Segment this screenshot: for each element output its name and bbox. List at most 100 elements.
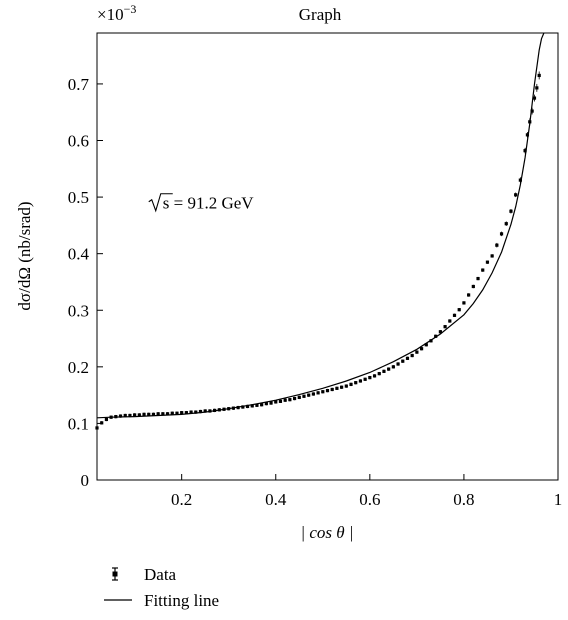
data-point (208, 409, 212, 413)
x-axis-label: | cos θ | (300, 523, 353, 542)
data-point (471, 284, 475, 289)
y-tick-label: 0 (81, 471, 90, 490)
data-point (391, 365, 395, 369)
data-point (372, 374, 377, 378)
data-point (307, 393, 311, 397)
data-point (175, 411, 179, 415)
data-point (133, 413, 137, 417)
data-point (245, 404, 250, 409)
data-point (434, 334, 438, 338)
data-point (530, 107, 534, 115)
data-point (405, 356, 410, 361)
data-point (194, 410, 198, 414)
data-point (340, 385, 344, 389)
y-tick-label: 0.7 (68, 75, 90, 94)
data-point (189, 410, 193, 414)
legend-data-marker (112, 567, 118, 581)
data-point (250, 404, 254, 408)
data-point (203, 409, 207, 413)
data-point (100, 421, 104, 425)
data-point (443, 324, 447, 329)
data-point (457, 307, 461, 312)
legend-fit-label: Fitting line (144, 591, 219, 610)
data-point (161, 412, 165, 416)
data-point (401, 359, 405, 363)
data-point (123, 413, 127, 418)
fit-line (96, 32, 545, 419)
data-point (241, 405, 245, 409)
data-point (231, 406, 236, 410)
sqrt-argument: s (163, 194, 170, 213)
x-tick-label: 0.4 (265, 490, 287, 509)
data-point (495, 242, 499, 248)
data-point (325, 388, 330, 393)
data-point (147, 412, 151, 417)
data-point (302, 394, 306, 398)
data-point (316, 391, 320, 395)
series-fitting-line (96, 32, 545, 419)
y-tick-label: 0.5 (68, 188, 89, 207)
y-multiplier: ×10−3 (97, 2, 136, 24)
y-multiplier-exponent: −3 (124, 2, 137, 16)
data-point (104, 417, 109, 422)
data-point (525, 132, 530, 138)
data-point (537, 71, 541, 80)
data-point (274, 400, 278, 404)
data-point (227, 407, 231, 411)
data-point (264, 401, 268, 406)
data-point (518, 177, 522, 183)
data-point (109, 415, 113, 419)
data-point (180, 410, 184, 415)
data-point (532, 94, 537, 102)
data-point (528, 118, 532, 126)
y-ticks: 0 0.1 0.2 0.3 0.4 0.5 0.6 0.7 (68, 75, 103, 490)
data-point (514, 192, 518, 198)
data-point (363, 377, 367, 381)
data-point (535, 83, 539, 92)
energy-annotation: s = 91.2 GeV (148, 193, 254, 213)
data-point (217, 408, 221, 412)
data-point (95, 425, 99, 431)
data-point (485, 260, 490, 264)
data-point (462, 301, 466, 305)
x-tick-label: 0.8 (453, 490, 474, 509)
data-point (170, 411, 174, 415)
data-point (499, 231, 504, 237)
x-tick-label: 0.2 (171, 490, 192, 509)
data-point (424, 343, 428, 347)
x-tick-label: 1 (554, 490, 563, 509)
y-tick-label: 0.3 (68, 301, 89, 320)
data-point (504, 221, 508, 226)
data-point (114, 414, 118, 419)
sqrt-symbol (148, 193, 173, 213)
series-data (95, 71, 541, 431)
legend-data-label: Data (144, 565, 177, 584)
data-point (415, 350, 419, 354)
data-point (396, 362, 400, 366)
data-point (358, 379, 363, 383)
chart-title: Graph (299, 5, 342, 24)
data-point (452, 313, 457, 318)
data-point (476, 276, 480, 281)
data-point (448, 319, 452, 323)
data-point (429, 339, 433, 343)
data-point (288, 397, 292, 402)
data-point (490, 254, 494, 258)
data-point (349, 382, 353, 387)
data-point (335, 386, 339, 391)
data-point (142, 412, 146, 417)
data-point (368, 375, 372, 380)
data-point (419, 347, 424, 351)
data-point (151, 412, 156, 417)
data-point (387, 367, 391, 371)
data-point (321, 390, 325, 394)
data-point (137, 413, 141, 417)
data-point (330, 387, 334, 392)
data-point (481, 268, 485, 272)
energy-value: = 91.2 GeV (169, 194, 254, 213)
data-point (236, 405, 240, 410)
data-point (344, 384, 348, 388)
data-point (410, 353, 414, 358)
data-point (222, 407, 226, 411)
